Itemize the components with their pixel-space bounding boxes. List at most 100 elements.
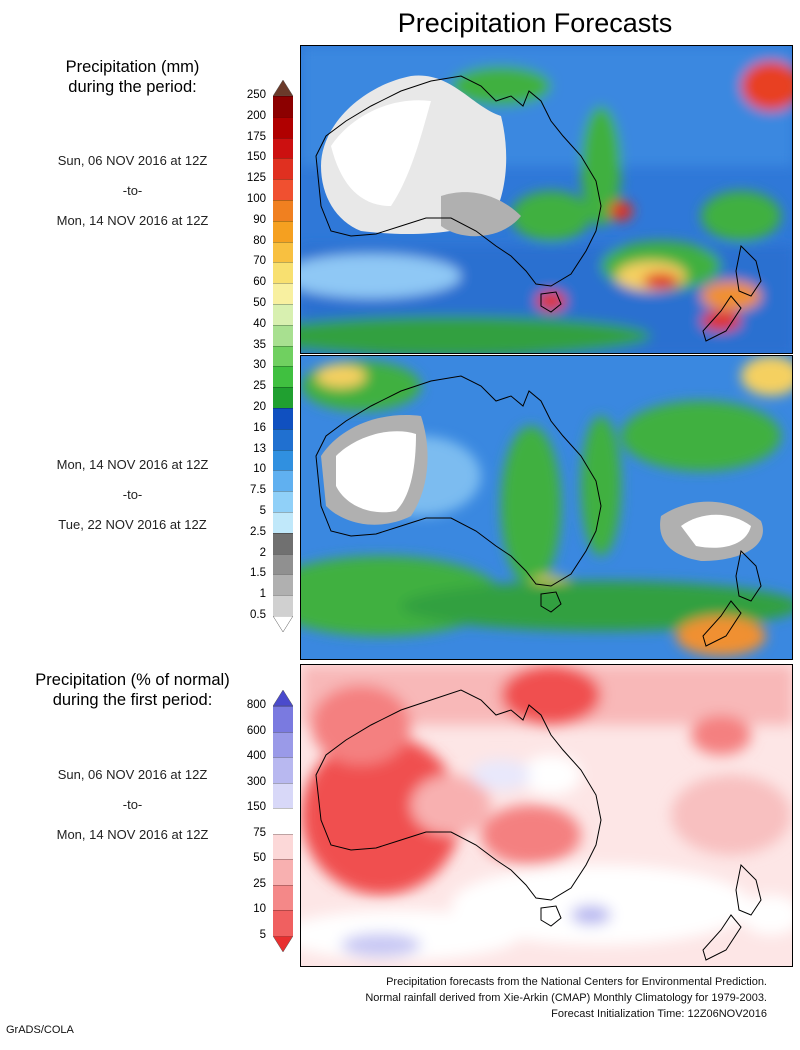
precip-colorbar-label: 250: [246, 89, 266, 101]
precip-colorbar-cell: [273, 137, 293, 159]
anomaly-colorbar: [273, 690, 293, 952]
precip-colorbar-cell: [273, 116, 293, 138]
period3-sep: -to-: [122, 797, 143, 812]
anomaly-colorbar-cell: [273, 731, 293, 758]
precip-colorbar-label: 2.5: [250, 525, 266, 538]
anomaly-colorbar-cell: [273, 706, 293, 732]
anomaly-colorbar-label: 400: [246, 750, 266, 763]
anomaly-colorbar-label: 5: [259, 929, 266, 941]
anomaly-colorbar-cell: [273, 859, 293, 885]
precip-colorbar-cell: [273, 449, 293, 471]
precip-colorbar-cell: [273, 158, 293, 180]
anomaly-colorbar-cell: [273, 910, 293, 936]
precip-colorbar-label: 5: [259, 505, 266, 517]
credit-line2: Normal rainfall derived from Xie-Arkin (…: [365, 992, 767, 1004]
anomaly-colorbar-cell: [273, 757, 293, 783]
precip-colorbar-label: 35: [253, 338, 266, 351]
precip-colorbar-label: 1.5: [250, 567, 266, 580]
precip-colorbar-cell: [273, 220, 293, 242]
anomaly-colorbar-cell: [273, 782, 293, 809]
anomaly-colorbar-cell: [273, 808, 293, 834]
period3-end: Mon, 14 NOV 2016 at 12Z: [56, 827, 209, 842]
precip-colorbar-cell: [273, 387, 293, 408]
anomaly-colorbar-top-arrow: [273, 690, 293, 706]
period2-labels: Mon, 14 NOV 2016 at 12Z -to- Tue, 22 NOV…: [0, 450, 265, 540]
precip-colorbar-label: 40: [253, 317, 266, 330]
period2-start: Mon, 14 NOV 2016 at 12Z: [56, 457, 209, 472]
precip-colorbar-label: 7.5: [250, 484, 266, 497]
precip-heading: Precipitation (mm) during the period:: [0, 57, 265, 97]
precip-colorbar-label: 200: [246, 109, 266, 122]
page-title: Precipitation Forecasts: [397, 8, 673, 38]
precip-colorbar-label: 175: [246, 130, 266, 143]
anom-heading-line2: during the first period:: [52, 691, 213, 709]
precip-colorbar-cell: [273, 512, 293, 533]
precip-colorbar-cell: [273, 262, 293, 284]
anomaly-colorbar-label: 600: [246, 724, 266, 737]
precip-colorbar-cell: [273, 553, 293, 575]
precip-colorbar-cell: [273, 283, 293, 304]
precip-colorbar-label: 2: [259, 546, 266, 559]
precip-colorbar-label: 90: [253, 213, 266, 226]
precip-colorbar-cell: [273, 200, 293, 221]
precip-colorbar-cell: [273, 324, 293, 346]
precip-colorbar-label: 13: [253, 442, 266, 455]
anomaly-colorbar-label: 50: [253, 852, 266, 865]
precip-heading-line2: during the period:: [68, 78, 197, 96]
anom-heading: Precipitation (% of normal) during the f…: [0, 670, 265, 710]
precip-colorbar-cell: [273, 428, 293, 450]
precip-colorbar-cell: [273, 408, 293, 429]
anomaly-colorbar-label: 10: [253, 903, 266, 916]
anomaly-colorbar-cell: [273, 884, 293, 911]
precip-colorbar-top-arrow: [273, 80, 293, 96]
anomaly-map: [300, 664, 793, 967]
precip-colorbar-cell: [273, 532, 293, 554]
precip-colorbar-label: 125: [246, 172, 266, 185]
credit-line3: Forecast Initialization Time: 12Z06NOV20…: [551, 1008, 767, 1020]
anomaly-colorbar-bottom-arrow: [273, 936, 293, 952]
period3-start: Sun, 06 NOV 2016 at 12Z: [57, 767, 208, 782]
precip-colorbar-label: 70: [253, 255, 266, 268]
period2-end: Tue, 22 NOV 2016 at 12Z: [58, 517, 207, 532]
precip-colorbar: [273, 80, 293, 632]
period2-sep: -to-: [122, 487, 143, 502]
precip-colorbar-label: 10: [253, 463, 266, 476]
anomaly-colorbar-label: 75: [253, 826, 266, 839]
precip-colorbar-cell: [273, 345, 293, 367]
anomaly-colorbar-label: 25: [253, 877, 266, 890]
credit-block: Precipitation forecasts from the Nationa…: [365, 974, 767, 1022]
precip-map-period2: [300, 355, 793, 660]
precip-colorbar-label: 25: [253, 380, 266, 393]
precip-colorbar-cell: [273, 470, 293, 492]
credit-line1: Precipitation forecasts from the Nationa…: [386, 976, 767, 988]
precip-colorbar-cell: [273, 96, 293, 117]
period1-start: Sun, 06 NOV 2016 at 12Z: [57, 153, 208, 168]
anomaly-colorbar-label: 800: [246, 699, 266, 711]
anom-heading-line1: Precipitation (% of normal): [35, 671, 230, 689]
precip-map-period1: [300, 45, 793, 354]
precip-colorbar-label: 1: [259, 588, 266, 601]
precip-colorbar-label: 30: [253, 359, 266, 372]
precip-colorbar-label: 80: [253, 234, 266, 247]
precip-colorbar-label: 20: [253, 401, 266, 413]
precip-heading-line1: Precipitation (mm): [65, 58, 200, 76]
footer-credit: GrADS/COLA: [6, 1024, 74, 1036]
anomaly-colorbar-label: 300: [246, 775, 266, 788]
precip-colorbar-cell: [273, 491, 293, 512]
precip-colorbar-cell: [273, 304, 293, 325]
period1-sep: -to-: [122, 183, 143, 198]
precip-colorbar-cell: [273, 366, 293, 388]
precip-colorbar-label: 50: [253, 297, 266, 309]
precip-colorbar-label: 0.5: [250, 609, 266, 621]
period3-labels: Sun, 06 NOV 2016 at 12Z -to- Mon, 14 NOV…: [0, 760, 265, 850]
precip-colorbar-cell: [273, 595, 293, 616]
precip-colorbar-label: 16: [253, 421, 266, 434]
precip-colorbar-bottom-arrow: [273, 616, 293, 632]
anomaly-colorbar-label: 150: [246, 801, 266, 814]
precip-colorbar-label: 150: [246, 151, 266, 164]
anomaly-colorbar-cell: [273, 833, 293, 860]
precip-colorbar-cell: [273, 179, 293, 200]
precip-colorbar-label: 100: [246, 193, 266, 205]
precip-colorbar-cell: [273, 241, 293, 263]
period1-end: Mon, 14 NOV 2016 at 12Z: [56, 213, 209, 228]
